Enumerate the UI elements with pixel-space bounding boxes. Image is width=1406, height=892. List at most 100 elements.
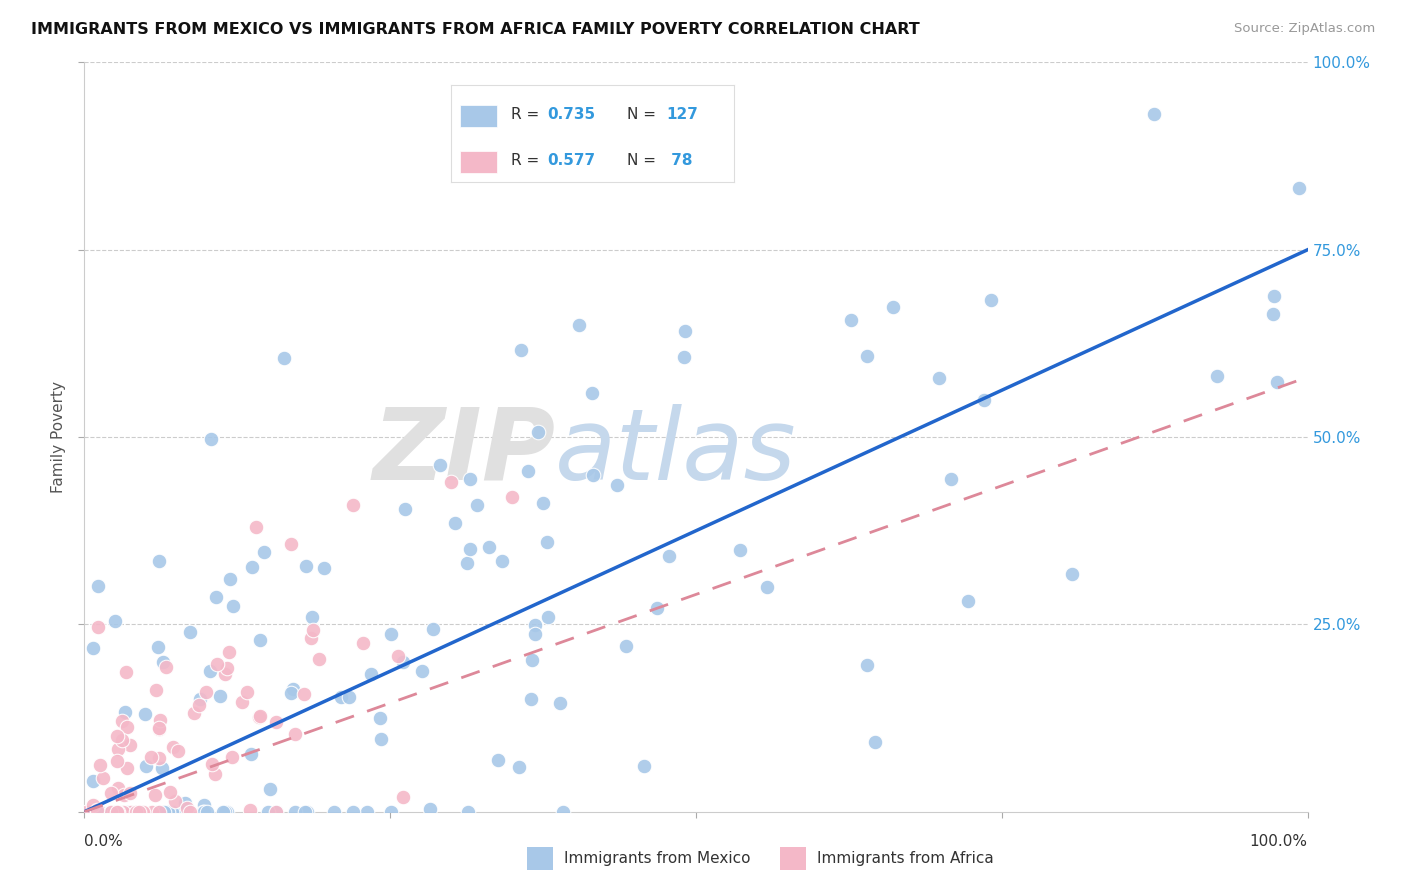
Point [280, 537, 302, 551]
Point [212, 805, 235, 819]
Point [148, 805, 170, 819]
Point [342, 498, 364, 512]
Point [114, 665, 136, 679]
Point [91, 771, 114, 785]
Point [104, 614, 127, 628]
Point [1288, 180, 1310, 194]
Point [105, 805, 128, 819]
Point [208, 689, 231, 703]
Point [458, 472, 481, 486]
Point [114, 705, 136, 719]
Point [115, 761, 138, 775]
Point [257, 805, 280, 819]
Point [86, 803, 108, 817]
Point [673, 324, 696, 338]
Point [240, 559, 263, 574]
Point [422, 623, 444, 637]
Point [195, 805, 218, 819]
Point [200, 756, 222, 771]
Point [141, 805, 163, 819]
Point [1062, 566, 1084, 581]
Y-axis label: Family Poverty: Family Poverty [51, 381, 66, 493]
Point [308, 651, 330, 665]
Point [527, 425, 550, 439]
Point [249, 710, 271, 724]
Point [134, 706, 156, 721]
Point [458, 541, 481, 556]
Point [193, 805, 215, 819]
Text: 0.577: 0.577 [547, 153, 596, 169]
Point [103, 805, 125, 819]
Point [145, 682, 167, 697]
Point [510, 343, 533, 357]
Point [195, 685, 218, 699]
Point [443, 516, 465, 530]
Point [107, 742, 129, 756]
Point [172, 805, 194, 819]
Point [105, 729, 128, 743]
Point [127, 805, 149, 819]
Point [179, 624, 201, 639]
FancyBboxPatch shape [460, 151, 496, 172]
Point [1263, 307, 1285, 321]
Point [156, 805, 179, 819]
Point [89, 757, 111, 772]
Point [536, 535, 558, 549]
Point [614, 639, 637, 653]
Point [606, 478, 628, 492]
Point [143, 789, 166, 803]
Point [520, 653, 543, 667]
Point [148, 553, 170, 567]
Point [553, 805, 575, 819]
Point [215, 805, 238, 819]
Point [391, 655, 413, 669]
Point [645, 601, 668, 615]
Point [107, 781, 129, 796]
Point [411, 665, 433, 679]
Point [82, 774, 104, 789]
Point [179, 805, 201, 819]
Point [173, 805, 195, 819]
Point [973, 392, 995, 407]
Point [292, 687, 315, 701]
Point [478, 540, 501, 554]
Text: Immigrants from Africa: Immigrants from Africa [817, 851, 994, 866]
Point [135, 759, 157, 773]
Point [83, 805, 105, 819]
Point [491, 554, 513, 568]
Point [839, 313, 862, 327]
Point [352, 636, 374, 650]
Point [356, 805, 378, 819]
Point [188, 692, 211, 706]
Point [253, 545, 276, 559]
Point [173, 805, 195, 819]
Point [162, 740, 184, 755]
Point [160, 805, 183, 819]
Point [221, 750, 243, 764]
Point [87, 578, 110, 592]
Point [394, 501, 416, 516]
Point [523, 627, 546, 641]
Point [370, 732, 392, 747]
Text: 78: 78 [666, 153, 693, 169]
Point [531, 496, 554, 510]
Point [183, 706, 205, 720]
Point [295, 559, 318, 574]
Text: 127: 127 [666, 107, 697, 121]
Text: R =: R = [510, 153, 544, 169]
Point [82, 798, 104, 813]
Point [1143, 107, 1166, 121]
Point [100, 805, 122, 819]
Point [249, 632, 271, 647]
Point [100, 805, 122, 819]
Point [284, 727, 307, 741]
Text: IMMIGRANTS FROM MEXICO VS IMMIGRANTS FROM AFRICA FAMILY POVERTY CORRELATION CHAR: IMMIGRANTS FROM MEXICO VS IMMIGRANTS FRO… [31, 22, 920, 37]
Point [302, 623, 325, 637]
Point [204, 590, 226, 604]
Point [520, 692, 543, 706]
Point [1205, 369, 1227, 384]
Point [82, 640, 104, 655]
Point [856, 657, 879, 672]
Point [82, 805, 104, 819]
Point [264, 805, 287, 819]
